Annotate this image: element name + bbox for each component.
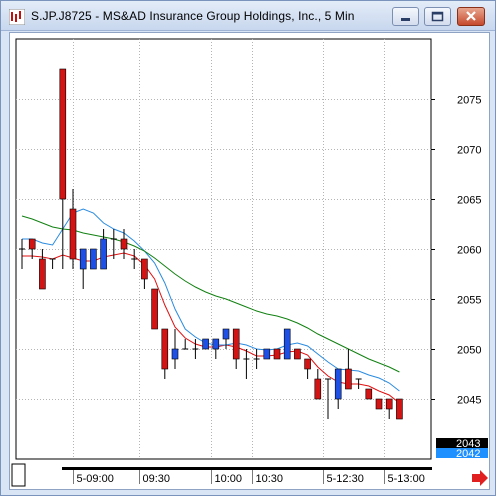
- y-tick-label: 2055: [457, 295, 481, 307]
- y-tick-label: 2065: [457, 195, 481, 207]
- candle-up[interactable]: [334, 368, 342, 400]
- candle-down[interactable]: [28, 238, 36, 250]
- candle-up[interactable]: [79, 248, 87, 270]
- candle-down[interactable]: [396, 398, 403, 420]
- candle-down[interactable]: [375, 398, 383, 410]
- candle-up[interactable]: [171, 348, 179, 360]
- x-tick-label: 10:30: [256, 473, 284, 485]
- candle-up[interactable]: [100, 238, 107, 270]
- candle-down[interactable]: [141, 258, 148, 280]
- candle-down[interactable]: [232, 328, 240, 360]
- y-tick-label: 2060: [457, 245, 481, 257]
- maximize-icon: [431, 11, 444, 22]
- candle-down[interactable]: [69, 208, 77, 260]
- y-tick-label: 2045: [457, 395, 481, 407]
- bid-price-label: 2042: [456, 448, 480, 460]
- candle-down[interactable]: [273, 348, 281, 360]
- minimize-button[interactable]: [392, 7, 419, 26]
- close-icon: [466, 11, 476, 21]
- candlestick-chart[interactable]: 2045 2050 2055 2060 2065 2070 2075 5-09:00 09:30…: [10, 33, 489, 489]
- y-tick-label: 2070: [457, 145, 481, 157]
- chart-app-icon: [9, 9, 25, 25]
- maximize-button[interactable]: [424, 7, 451, 26]
- bid-price-tag: [436, 448, 488, 458]
- y-tick-label: 2075: [457, 95, 481, 107]
- candle-down[interactable]: [385, 398, 393, 410]
- x-axis-bar: [62, 467, 432, 470]
- last-price-tag: [436, 438, 488, 448]
- candle-down[interactable]: [314, 378, 322, 400]
- x-tick-label: 5-13:00: [388, 473, 425, 485]
- candle-up[interactable]: [283, 328, 291, 360]
- last-price-label: 2043: [456, 438, 480, 450]
- candle-down[interactable]: [151, 288, 158, 330]
- candle-down[interactable]: [161, 328, 169, 370]
- candle-up[interactable]: [212, 338, 220, 350]
- candle-up[interactable]: [202, 338, 209, 350]
- candle-up[interactable]: [222, 328, 230, 340]
- candle-down[interactable]: [294, 348, 301, 360]
- y-tick-label: 2050: [457, 345, 481, 357]
- x-tick-label: 09:30: [143, 473, 171, 485]
- chart-panel[interactable]: 2045 2050 2055 2060 2065 2070 2075 5-09:00 09:30…: [9, 32, 490, 490]
- title-bar[interactable]: S.JP.J8725 - MS&AD Insurance Group Holdi…: [1, 1, 495, 31]
- x-tick-label: 10:00: [215, 473, 243, 485]
- ma-slow-line: [21, 215, 400, 373]
- right-arrow-icon[interactable]: [472, 470, 488, 486]
- candle-up[interactable]: [90, 248, 97, 270]
- x-tick-label: 5-12:30: [327, 473, 364, 485]
- close-button[interactable]: [457, 7, 485, 26]
- minimize-icon: [401, 18, 410, 21]
- scroll-thumb[interactable]: [11, 463, 26, 487]
- candle-down[interactable]: [120, 238, 128, 250]
- candle-down[interactable]: [365, 388, 373, 400]
- ma-mid-line: [22, 208, 400, 392]
- candle-down[interactable]: [39, 258, 46, 290]
- candle-down[interactable]: [304, 358, 311, 370]
- candle-down[interactable]: [59, 68, 67, 200]
- candle-down[interactable]: [345, 368, 352, 390]
- x-tick-label: 5-09:00: [77, 473, 114, 485]
- candle-up[interactable]: [263, 348, 271, 360]
- window-title: S.JP.J8725 - MS&AD Insurance Group Holdi…: [31, 9, 355, 23]
